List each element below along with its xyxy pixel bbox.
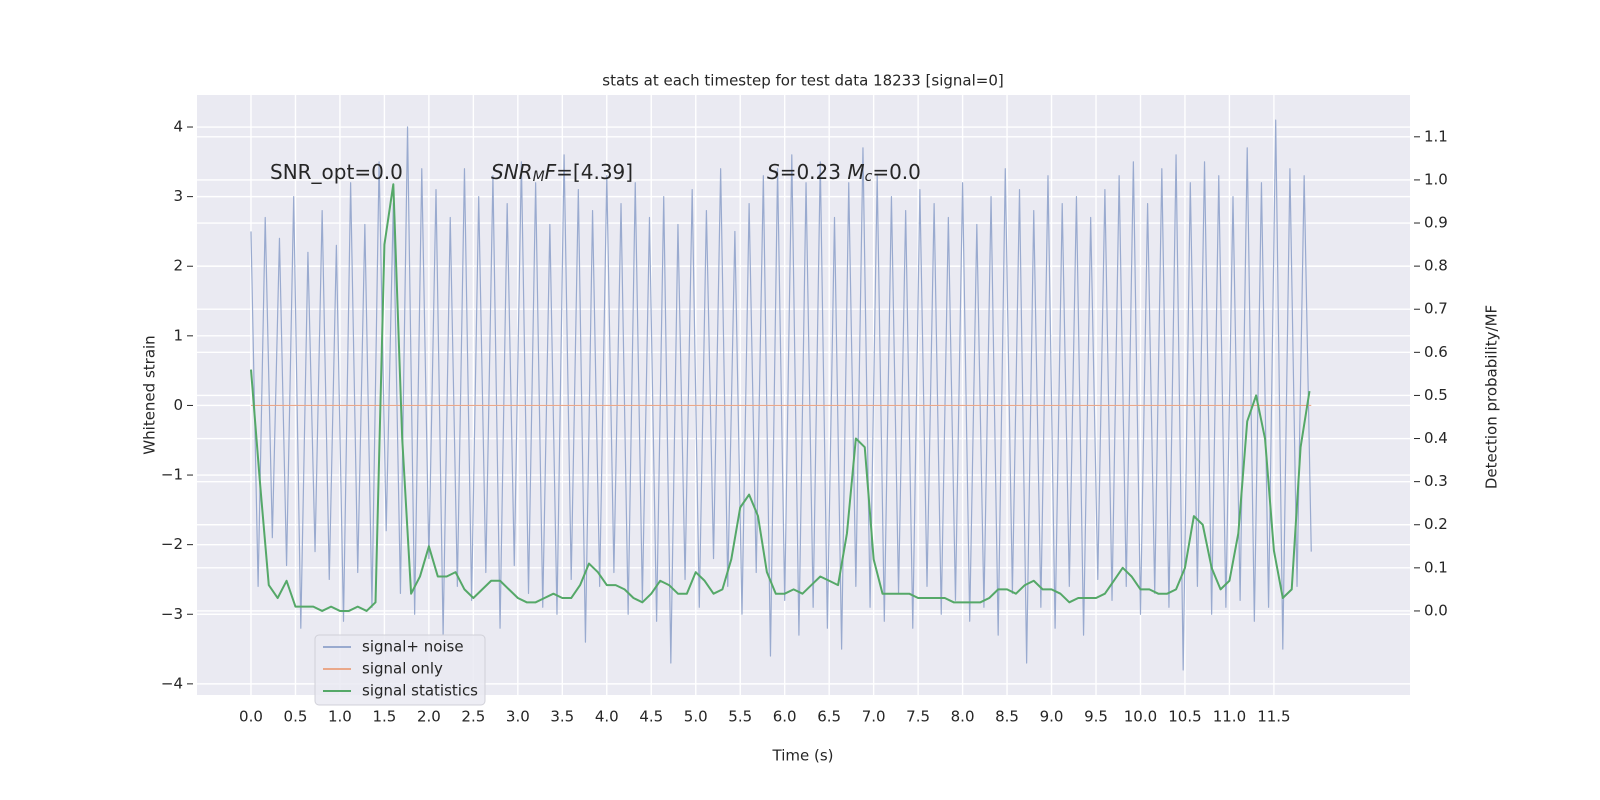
x-tick-label: 7.5 — [906, 708, 930, 726]
x-tick-label: 5.0 — [684, 708, 708, 726]
annotation: SNR_opt=0.0 — [270, 160, 403, 184]
x-tick-label: 0.0 — [239, 708, 263, 726]
annotation-part: F — [545, 160, 557, 184]
x-tick-label: 2.5 — [461, 708, 485, 726]
x-tick-label: 10.0 — [1124, 708, 1157, 726]
x-tick-label: 2.0 — [417, 708, 441, 726]
y-tick-label: 4 — [173, 118, 183, 136]
y2-tick-label: 0.4 — [1424, 429, 1448, 447]
y2-tick-label: 0.6 — [1424, 343, 1448, 361]
annotation-part: c — [865, 169, 873, 185]
x-tick-label: 4.5 — [639, 708, 663, 726]
annotation-part: =0.23 — [780, 160, 848, 184]
y2-tick-label: 0.0 — [1424, 601, 1448, 619]
y-tick-label: 0 — [173, 396, 183, 414]
chart-title: stats at each timestep for test data 182… — [602, 72, 1003, 90]
x-tick-label: 1.5 — [372, 708, 396, 726]
legend-label: signal only — [362, 660, 443, 678]
x-tick-label: 9.5 — [1084, 708, 1108, 726]
annotation-part: M — [533, 169, 545, 185]
legend-label: signal statistics — [362, 682, 478, 700]
y2-tick-label: 1.1 — [1424, 127, 1448, 145]
y-tick-label: 3 — [173, 187, 183, 205]
annotation-part: =0.0 — [872, 160, 921, 184]
x-tick-label: 7.0 — [862, 708, 886, 726]
annotation-part: M — [847, 160, 864, 184]
x-tick-label: 6.0 — [773, 708, 797, 726]
annotation-part: =[4.39] — [556, 160, 633, 184]
y-tick-label: −4 — [161, 674, 183, 692]
y2-tick-label: 0.7 — [1424, 300, 1448, 318]
annotation-part: SNR — [491, 160, 533, 184]
series-line — [249, 183, 1311, 612]
x-tick-label: 11.5 — [1257, 708, 1290, 726]
y2-axis-label: Detection probability/MF — [1483, 305, 1501, 489]
series-line — [250, 119, 1312, 671]
y2-tick-label: 0.5 — [1424, 386, 1448, 404]
x-tick-label: 5.5 — [728, 708, 752, 726]
y2-tick-label: 0.9 — [1424, 214, 1448, 232]
y-tick-label: −2 — [161, 535, 183, 553]
y-tick-label: −1 — [161, 466, 183, 484]
annotation: SNRMF=[4.39] — [491, 160, 633, 185]
x-axis-label: Time (s) — [772, 747, 834, 765]
annotation-part: S — [767, 160, 780, 184]
x-tick-label: 6.5 — [817, 708, 841, 726]
legend-box — [314, 634, 486, 706]
annotation: S=0.23 Mc=0.0 — [767, 160, 921, 185]
y-tick-label: −3 — [161, 605, 183, 623]
x-tick-label: 1.0 — [328, 708, 352, 726]
y2-tick-label: 0.1 — [1424, 558, 1448, 576]
y-axis-label: Whitened strain — [141, 335, 159, 454]
x-tick-label: 8.0 — [951, 708, 975, 726]
legend: signal+ noise signal only signal statistic… — [314, 634, 486, 706]
x-tick-label: 10.5 — [1168, 708, 1201, 726]
x-tick-label: 3.5 — [550, 708, 574, 726]
x-tick-label: 8.5 — [995, 708, 1019, 726]
y-tick-label: 2 — [173, 257, 183, 275]
y2-tick-label: 0.8 — [1424, 257, 1448, 275]
x-tick-label: 4.0 — [595, 708, 619, 726]
y2-tick-label: 1.0 — [1424, 170, 1448, 188]
y2-tick-label: 0.2 — [1424, 515, 1448, 533]
x-tick-label: 11.0 — [1213, 708, 1246, 726]
x-tick-label: 0.5 — [284, 708, 308, 726]
x-tick-label: 9.0 — [1040, 708, 1064, 726]
y2-tick-label: 0.3 — [1424, 472, 1448, 490]
y-tick-label: 1 — [173, 326, 183, 344]
x-tick-label: 3.0 — [506, 708, 530, 726]
legend-label: signal+ noise — [362, 638, 464, 656]
annotation-part: SNR_opt=0.0 — [270, 160, 403, 184]
